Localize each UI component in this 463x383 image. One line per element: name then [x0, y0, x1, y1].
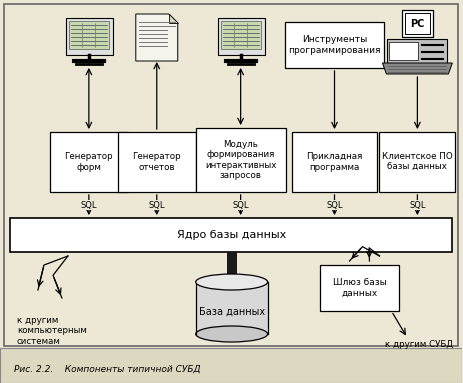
Polygon shape — [169, 14, 178, 23]
Bar — [0, 348, 463, 383]
Bar — [380, 132, 455, 192]
Bar — [69, 21, 109, 49]
Text: PC: PC — [410, 18, 425, 28]
Text: Генератор
отчетов: Генератор отчетов — [132, 152, 181, 172]
Bar — [389, 42, 419, 60]
Text: Ядро базы данных: Ядро базы данных — [176, 230, 286, 240]
Polygon shape — [382, 63, 452, 74]
Bar — [227, 252, 237, 274]
Text: SQL: SQL — [409, 200, 425, 210]
Text: Модуль
формирования
интерактивных
запросов: Модуль формирования интерактивных запрос… — [205, 140, 276, 180]
Ellipse shape — [196, 326, 268, 342]
Bar — [402, 10, 433, 37]
Bar — [218, 18, 265, 55]
Ellipse shape — [196, 274, 268, 290]
Text: База данных: База данных — [199, 307, 265, 317]
Bar — [319, 265, 400, 311]
Text: SQL: SQL — [232, 200, 249, 210]
Text: Рис. 2.2.    Компоненты типичной СУБД: Рис. 2.2. Компоненты типичной СУБД — [14, 365, 200, 373]
Bar — [66, 18, 113, 55]
Bar — [285, 22, 384, 68]
Bar — [196, 128, 286, 192]
Text: Шлюз базы
данных: Шлюз базы данных — [332, 278, 386, 298]
Text: к другим
компьютерным
системам: к другим компьютерным системам — [17, 316, 87, 346]
Bar — [292, 132, 377, 192]
Bar — [388, 39, 447, 63]
Text: Клиентское ПО
базы данных: Клиентское ПО базы данных — [382, 152, 453, 172]
Bar — [50, 132, 128, 192]
Text: SQL: SQL — [81, 200, 97, 210]
Bar — [4, 4, 458, 346]
Polygon shape — [136, 14, 178, 61]
Text: Инструменты
программирования: Инструменты программирования — [288, 35, 381, 55]
Text: Генератор
форм: Генератор форм — [64, 152, 113, 172]
Text: SQL: SQL — [326, 200, 343, 210]
Text: к другим СУБД: к другим СУБД — [385, 340, 453, 349]
Bar — [10, 218, 452, 252]
Bar — [196, 282, 268, 334]
Bar — [221, 21, 261, 49]
Bar — [118, 132, 196, 192]
Text: Прикладная
программа: Прикладная программа — [307, 152, 363, 172]
Bar — [406, 13, 431, 34]
Text: SQL: SQL — [149, 200, 165, 210]
